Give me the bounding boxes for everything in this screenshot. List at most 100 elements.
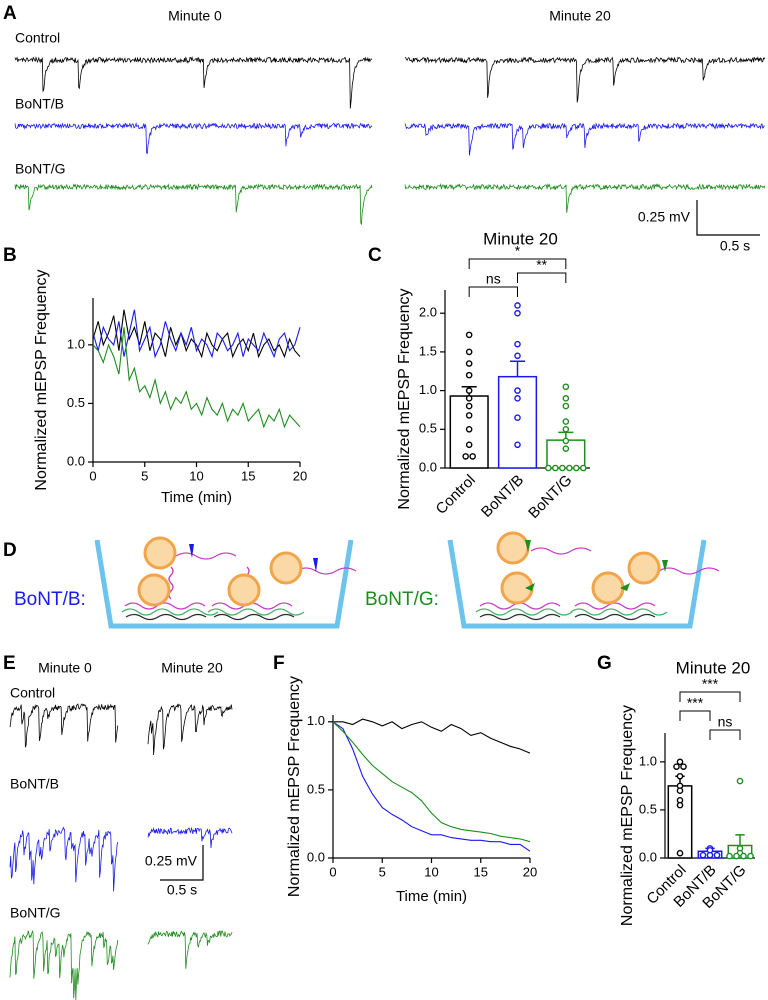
data-point — [562, 426, 570, 433]
x-axis-label: Time (min) — [161, 489, 232, 506]
trace — [404, 56, 766, 103]
trace-label: BoNT/B — [10, 776, 59, 792]
data-point — [676, 849, 684, 857]
y-tick-label: 1.0 — [419, 382, 437, 397]
data-point — [552, 464, 559, 472]
y-tick-label: 0.0 — [307, 849, 325, 864]
scale-label: 0.25 mV — [145, 853, 198, 869]
x-tick-label: 10 — [189, 468, 203, 483]
y-tick-label: 1.0 — [639, 753, 657, 768]
significance-label: ns — [718, 714, 733, 730]
data-point — [736, 777, 744, 785]
column-title: Minute 0 — [168, 8, 222, 24]
significance-bracket — [679, 691, 741, 702]
x-tick-label: 20 — [293, 468, 307, 483]
data-point — [462, 453, 469, 460]
data-line — [92, 327, 301, 429]
significance-label: *** — [702, 676, 719, 692]
x-tick-label: 5 — [379, 864, 386, 879]
significance-bracket — [709, 729, 741, 740]
column-title: Minute 20 — [549, 8, 611, 24]
error-bar — [735, 834, 745, 846]
vesicle — [137, 531, 661, 607]
data-line — [332, 721, 531, 852]
column-title: Minute 0 — [38, 660, 92, 676]
data-line — [92, 309, 301, 359]
trace — [14, 183, 373, 226]
bar — [546, 439, 586, 469]
data-point — [465, 412, 473, 419]
panel-label: B — [3, 245, 17, 266]
data-point — [673, 763, 680, 770]
trace — [14, 55, 373, 109]
data-point — [514, 309, 521, 317]
data-point — [573, 464, 580, 472]
x-tick-label: 20 — [523, 864, 537, 879]
x-tick-label: 0 — [89, 468, 96, 483]
data-point — [733, 852, 740, 860]
y-axis-label: Normalized mEPSP Frequency — [286, 676, 303, 897]
data-point — [566, 464, 573, 472]
bar — [497, 375, 538, 469]
scale-label: 0.25 mV — [638, 209, 691, 225]
data-point — [514, 352, 521, 360]
data-point — [676, 758, 684, 766]
trace — [9, 826, 119, 892]
data-point — [726, 852, 733, 860]
x-tick-label: 5 — [141, 468, 148, 483]
data-point — [740, 852, 747, 860]
data-point — [676, 801, 684, 809]
data-point — [469, 453, 476, 460]
trace — [9, 929, 119, 1000]
synapse-diagram — [94, 531, 720, 629]
data-point — [562, 445, 570, 452]
data-point — [465, 331, 473, 339]
data-point — [747, 852, 754, 860]
trace — [147, 703, 233, 756]
trace — [147, 930, 233, 969]
significance-bracket — [517, 272, 567, 283]
data-point — [562, 402, 570, 410]
data-point — [699, 851, 707, 859]
data-point — [465, 402, 473, 410]
y-axis-label: Normalized mEPSP Frequency — [396, 288, 413, 509]
y-tick-label: 0.0 — [639, 849, 657, 864]
axes — [92, 298, 300, 463]
trace — [404, 122, 765, 156]
data-point — [559, 464, 566, 472]
y-tick-label: 1.5 — [419, 343, 437, 358]
y-tick-label: 1.0 — [67, 336, 85, 351]
panel-label: E — [3, 653, 16, 674]
data-point — [465, 371, 473, 379]
data-point — [465, 395, 473, 402]
data-point — [514, 340, 521, 348]
x-axis-label: Time (min) — [396, 888, 467, 905]
data-line — [332, 721, 531, 843]
x-tick-label: 10 — [424, 864, 438, 879]
x-tick-label: BoNT/G — [525, 472, 575, 522]
data-point — [514, 441, 521, 449]
membrane — [94, 539, 354, 629]
trace-label: BoNT/G — [15, 161, 66, 177]
y-tick-label: 1.0 — [307, 713, 325, 728]
scale-bar — [696, 200, 760, 236]
trace — [147, 826, 233, 849]
scale-bar — [160, 845, 204, 881]
x-tick-label: BoNT/B — [478, 472, 527, 521]
error-bar — [509, 360, 526, 377]
data-point — [676, 772, 684, 780]
significance-bracket — [468, 258, 567, 269]
data-point — [713, 851, 721, 859]
diagram-label: BoNT/B: — [14, 589, 86, 610]
panel-label: D — [3, 540, 17, 561]
significance-bracket — [468, 286, 518, 297]
data-line — [92, 309, 301, 359]
trace — [9, 703, 119, 748]
panel-label: A — [3, 3, 17, 24]
x-tick-label: 0 — [329, 864, 336, 879]
significance-label: ** — [536, 257, 547, 273]
data-point — [514, 395, 521, 402]
scale-label: 0.5 s — [720, 238, 750, 254]
data-point — [562, 395, 570, 402]
membrane — [447, 539, 707, 629]
